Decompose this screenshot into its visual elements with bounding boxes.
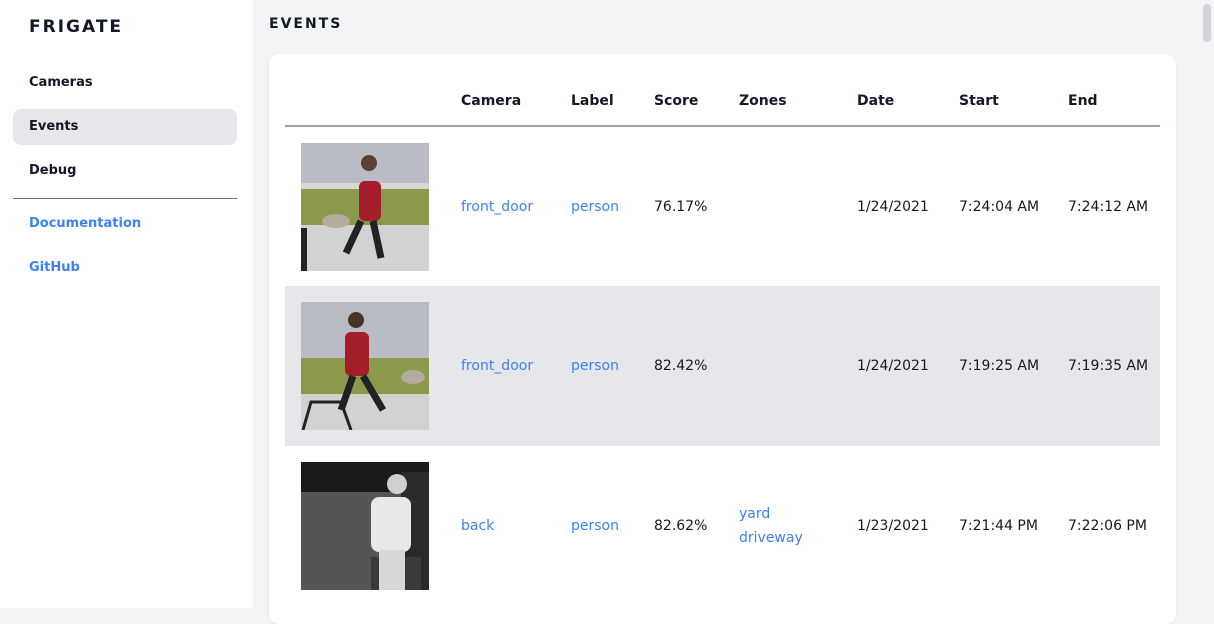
app-logo: FRIGATE (29, 17, 124, 37)
camera-link[interactable]: front_door (461, 286, 571, 446)
start-time: 7:19:25 AM (959, 286, 1068, 446)
label-link[interactable]: person (571, 518, 619, 534)
sidebar-item-cameras[interactable]: Cameras (29, 75, 93, 90)
label-link[interactable]: person (571, 286, 654, 446)
zone-link[interactable]: driveway (739, 530, 803, 546)
end-time: 7:22:06 PM (1068, 518, 1147, 534)
zones: yard driveway (739, 446, 857, 606)
sidebar-item-debug[interactable]: Debug (29, 163, 77, 178)
col-end: End (1068, 76, 1160, 127)
col-date: Date (857, 76, 959, 127)
zones (739, 126, 857, 286)
thumbnail-cell (285, 446, 461, 606)
page-title: EVENTS (269, 16, 343, 32)
end-time: 7:19:35 AM (1068, 286, 1160, 446)
date: 1/23/2021 (857, 518, 929, 534)
sidebar-item-events[interactable]: Events (13, 109, 237, 145)
thumbnail-cell (285, 126, 461, 286)
event-thumbnail[interactable] (301, 142, 429, 271)
camera-link[interactable]: back (461, 518, 495, 534)
table-row[interactable]: front_door person 76.17% 1/24/2021 7:24:… (285, 126, 1160, 286)
label-link[interactable]: person (571, 198, 619, 215)
table-row[interactable]: back person 82.62% yard driveway 1/23/202… (285, 446, 1160, 606)
col-thumbnail (285, 76, 461, 127)
table-row[interactable]: front_door person 82.42% 1/24/2021 7:19:… (285, 286, 1160, 446)
events-card: Camera Label Score Zones Date Start End … (269, 54, 1176, 624)
score: 82.62% (654, 518, 708, 534)
sidebar-divider (13, 198, 237, 199)
col-start: Start (959, 76, 1068, 127)
col-camera: Camera (461, 76, 571, 127)
start-time: 7:21:44 PM (959, 518, 1038, 534)
score: 82.42% (654, 286, 739, 446)
end-time: 7:24:12 AM (1068, 198, 1149, 215)
col-label: Label (571, 76, 654, 127)
event-thumbnail[interactable] (301, 302, 429, 430)
event-thumbnail[interactable] (301, 462, 429, 590)
score: 76.17% (654, 198, 708, 215)
sidebar: FRIGATE Cameras Events Debug Documentati… (0, 0, 253, 608)
date: 1/24/2021 (857, 286, 959, 446)
scrollbar-thumb[interactable] (1203, 4, 1211, 42)
github-link[interactable]: GitHub (29, 260, 80, 275)
scrollbar[interactable] (1200, 0, 1214, 608)
zones (739, 286, 857, 446)
events-table: Camera Label Score Zones Date Start End … (285, 76, 1160, 606)
start-time: 7:24:04 AM (959, 198, 1040, 215)
col-score: Score (654, 76, 739, 127)
camera-link[interactable]: front_door (461, 198, 534, 215)
documentation-link[interactable]: Documentation (29, 216, 142, 231)
thumbnail-cell (285, 286, 461, 446)
date: 1/24/2021 (857, 198, 929, 215)
zone-link[interactable]: yard (739, 506, 771, 522)
col-zones: Zones (739, 76, 857, 127)
